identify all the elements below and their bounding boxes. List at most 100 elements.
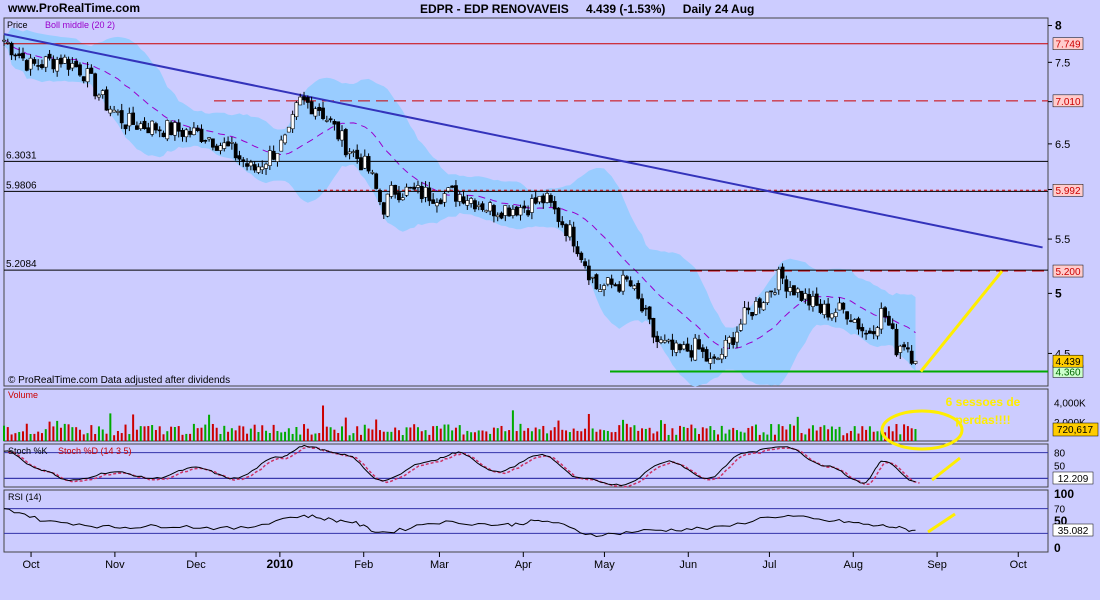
candle-body bbox=[51, 58, 56, 70]
candle-body bbox=[814, 293, 819, 306]
volume-bar bbox=[151, 425, 154, 441]
candle-body bbox=[685, 343, 690, 352]
volume-bar bbox=[447, 424, 450, 441]
candle-body bbox=[70, 63, 75, 69]
volume-bar bbox=[663, 423, 666, 441]
volume-bar bbox=[416, 427, 419, 441]
volume-bar bbox=[329, 427, 332, 441]
candle-body bbox=[818, 303, 823, 313]
volume-bar bbox=[139, 426, 142, 441]
volume-bar bbox=[439, 428, 442, 441]
resistance-value-label: 5.200 bbox=[1055, 267, 1080, 278]
candle-body bbox=[366, 156, 371, 172]
volume-bar bbox=[739, 431, 742, 441]
candle-body bbox=[112, 109, 117, 113]
volume-bar bbox=[432, 426, 435, 441]
candle-body bbox=[283, 134, 287, 144]
candle-body bbox=[799, 290, 804, 301]
candle-body bbox=[381, 202, 386, 215]
candle-body bbox=[17, 53, 22, 56]
stoch-k-title: Stoch %K bbox=[8, 446, 48, 456]
volume-bar bbox=[492, 427, 495, 441]
volume-bar bbox=[291, 433, 294, 441]
volume-bar bbox=[857, 433, 860, 441]
candle-body bbox=[780, 266, 785, 279]
candle-body bbox=[47, 53, 52, 59]
volume-bar bbox=[219, 433, 222, 441]
candle-body bbox=[89, 67, 94, 74]
volume-bar bbox=[306, 428, 309, 441]
candle-body bbox=[507, 207, 512, 217]
price-tick-label: 5 bbox=[1055, 286, 1062, 300]
volume-bar bbox=[208, 414, 211, 441]
candle-body bbox=[135, 125, 139, 130]
x-tick-label: Sep bbox=[927, 559, 947, 571]
volume-bar bbox=[352, 433, 355, 441]
candle-body bbox=[161, 132, 166, 138]
volume-bar bbox=[538, 429, 541, 441]
candle-body bbox=[583, 261, 587, 267]
price-legend: Price bbox=[7, 20, 28, 30]
volume-bar bbox=[735, 430, 738, 441]
candle-body bbox=[214, 145, 219, 151]
candle-body bbox=[248, 161, 253, 167]
candle-body bbox=[32, 59, 37, 64]
candle-body bbox=[632, 285, 637, 289]
volume-bar bbox=[299, 434, 302, 441]
volume-bar bbox=[67, 424, 70, 441]
candle-body bbox=[807, 294, 812, 306]
volume-bar bbox=[804, 434, 807, 441]
volume-bar bbox=[63, 423, 66, 441]
candle-body bbox=[640, 298, 644, 312]
volume-bar bbox=[424, 430, 427, 441]
volume-bar bbox=[143, 426, 146, 441]
volume-bar bbox=[458, 425, 461, 441]
volume-bar bbox=[189, 433, 192, 441]
volume-bar bbox=[903, 424, 906, 441]
volume-bar bbox=[652, 433, 655, 441]
volume-bar bbox=[428, 434, 431, 441]
volume-bar bbox=[257, 432, 260, 441]
candle-body bbox=[237, 155, 242, 160]
candle-body bbox=[154, 123, 158, 131]
volume-bar bbox=[709, 426, 712, 441]
volume-bar bbox=[546, 433, 549, 441]
volume-bar bbox=[872, 431, 875, 441]
candle-body bbox=[545, 193, 549, 203]
candle-body bbox=[241, 159, 246, 162]
candle-body bbox=[716, 358, 720, 360]
volume-bar bbox=[591, 428, 594, 441]
candle-body bbox=[875, 327, 880, 337]
candle-body bbox=[495, 214, 500, 218]
volume-bar bbox=[33, 433, 36, 441]
candle-body bbox=[146, 127, 151, 134]
volume-bar bbox=[701, 427, 704, 441]
volume-bar bbox=[192, 423, 195, 441]
volume-bar bbox=[489, 433, 492, 441]
volume-bar bbox=[887, 426, 890, 441]
volume-bar bbox=[132, 414, 135, 441]
x-tick-label: Dec bbox=[186, 559, 206, 571]
volume-bar bbox=[557, 420, 560, 441]
candle-body bbox=[385, 193, 390, 217]
volume-bar bbox=[166, 431, 169, 441]
volume-bar bbox=[375, 419, 378, 441]
candle-body bbox=[541, 195, 546, 204]
candle-body bbox=[750, 311, 755, 317]
volume-bar bbox=[599, 429, 602, 441]
candle-body bbox=[465, 200, 470, 206]
candle-body bbox=[833, 312, 838, 317]
candle-body bbox=[203, 140, 208, 142]
volume-bar bbox=[173, 427, 176, 441]
candle-body bbox=[883, 307, 887, 318]
volume-bar bbox=[238, 425, 241, 441]
candle-body bbox=[735, 331, 739, 343]
x-tick-label: Aug bbox=[843, 559, 863, 571]
volume-bar bbox=[44, 429, 47, 441]
candle-body bbox=[199, 128, 204, 142]
volume-bar bbox=[785, 429, 788, 441]
candle-body bbox=[104, 89, 109, 111]
candle-body bbox=[697, 339, 701, 350]
candle-body bbox=[590, 276, 595, 279]
